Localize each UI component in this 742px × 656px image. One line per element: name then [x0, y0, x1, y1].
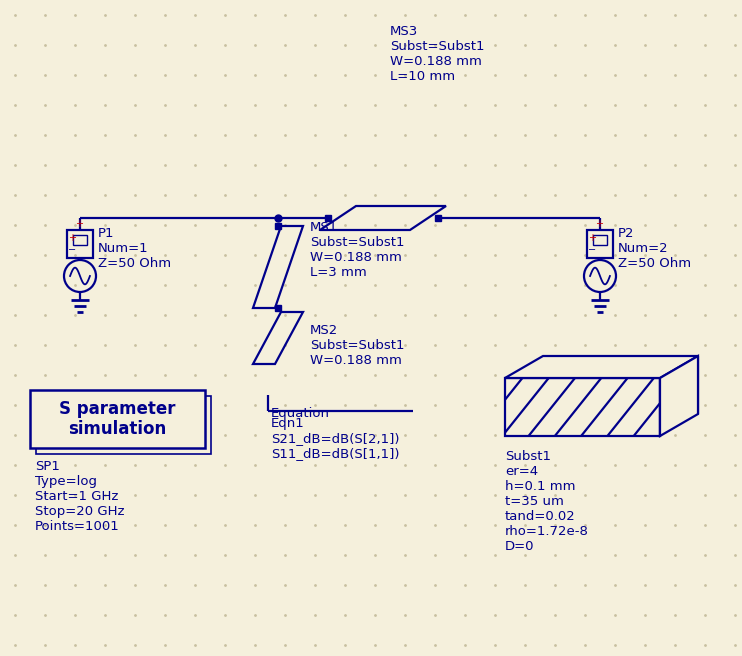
Text: +: + [595, 219, 603, 229]
Bar [593, 235, 607, 245]
Text: +: + [68, 233, 76, 243]
Text: Subst1
er=4
h=0.1 mm
t=35 um
tand=0.02
rho=1.72e-8
D=0: Subst1 er=4 h=0.1 mm t=35 um tand=0.02 r… [505, 450, 589, 553]
Text: MS2
Subst=Subst1
W=0.188 mm: MS2 Subst=Subst1 W=0.188 mm [310, 324, 404, 367]
Bar [30, 390, 205, 448]
Text: MS1
Subst=Subst1
W=0.188 mm
L=3 mm: MS1 Subst=Subst1 W=0.188 mm L=3 mm [310, 221, 404, 279]
Polygon shape [505, 378, 660, 436]
Text: Equation: Equation [271, 407, 330, 420]
Text: Eqn1
S21_dB=dB(S[2,1])
S11_dB=dB(S[1,1]): Eqn1 S21_dB=dB(S[2,1]) S11_dB=dB(S[1,1]) [271, 417, 399, 460]
Text: SP1
Type=log
Start=1 GHz
Stop=20 GHz
Points=1001: SP1 Type=log Start=1 GHz Stop=20 GHz Poi… [35, 460, 125, 533]
Text: MS3
Subst=Subst1
W=0.188 mm
L=10 mm: MS3 Subst=Subst1 W=0.188 mm L=10 mm [390, 25, 485, 83]
Text: P2
Num=2
Z=50 Ohm: P2 Num=2 Z=50 Ohm [618, 227, 691, 270]
Polygon shape [505, 356, 698, 378]
Text: −: − [68, 245, 76, 255]
Bar [587, 230, 613, 258]
Text: P1
Num=1
Z=50 Ohm: P1 Num=1 Z=50 Ohm [98, 227, 171, 270]
Bar [73, 235, 87, 245]
Text: −: − [588, 245, 596, 255]
Text: S parameter
simulation: S parameter simulation [59, 400, 175, 438]
Bar [67, 230, 93, 258]
Polygon shape [660, 356, 698, 436]
Bar [36, 396, 211, 454]
Text: +: + [75, 219, 83, 229]
Text: +: + [588, 233, 596, 243]
